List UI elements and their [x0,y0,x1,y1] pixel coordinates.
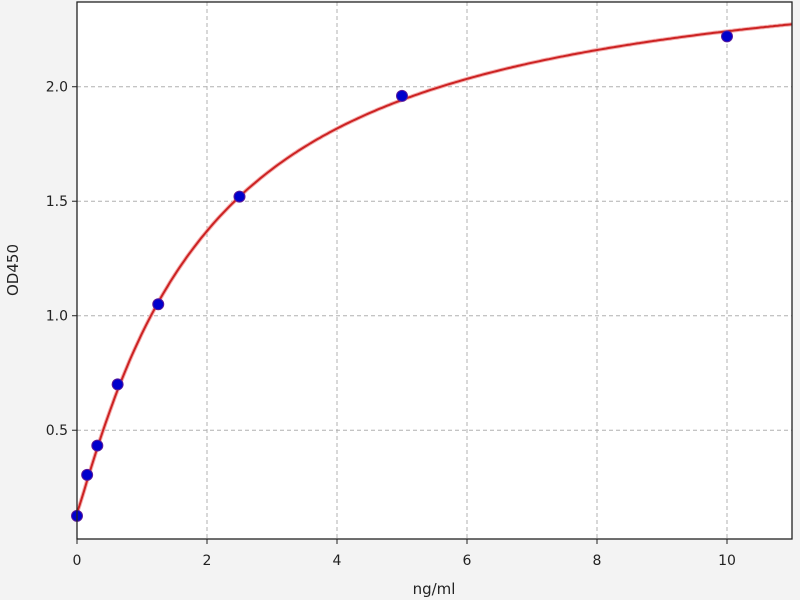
y-tick-label: 1.5 [46,194,68,210]
fit-curve [75,22,793,514]
x-tick-label: 6 [463,553,472,569]
fit-curve-line [76,23,793,514]
y-tick-label: 1.0 [46,309,68,325]
x-tick-label: 10 [718,553,736,569]
y-axis-ticks: 0.5 1.0 1.5 2.0 [46,80,77,439]
x-axis-label: ng/ml [413,580,456,598]
x-tick-label: 2 [203,553,212,569]
data-point [152,298,165,311]
data-point [91,439,104,452]
x-tick-label: 4 [333,553,342,569]
y-tick-label: 0.5 [46,423,68,439]
data-point [721,30,733,43]
data-point [111,378,124,391]
y-axis-label: OD450 [4,244,22,296]
y-tick-label: 2.0 [46,80,68,96]
x-axis-ticks: 0 2 4 6 8 10 [73,539,736,569]
x-tick-label: 8 [593,553,602,569]
data-point [396,89,408,102]
plot-area [77,2,792,539]
axes-frame [76,1,793,540]
grid [77,2,792,539]
data-point [233,190,246,203]
x-tick-label: 0 [73,553,82,569]
data-points [71,30,733,522]
data-point [81,468,94,481]
